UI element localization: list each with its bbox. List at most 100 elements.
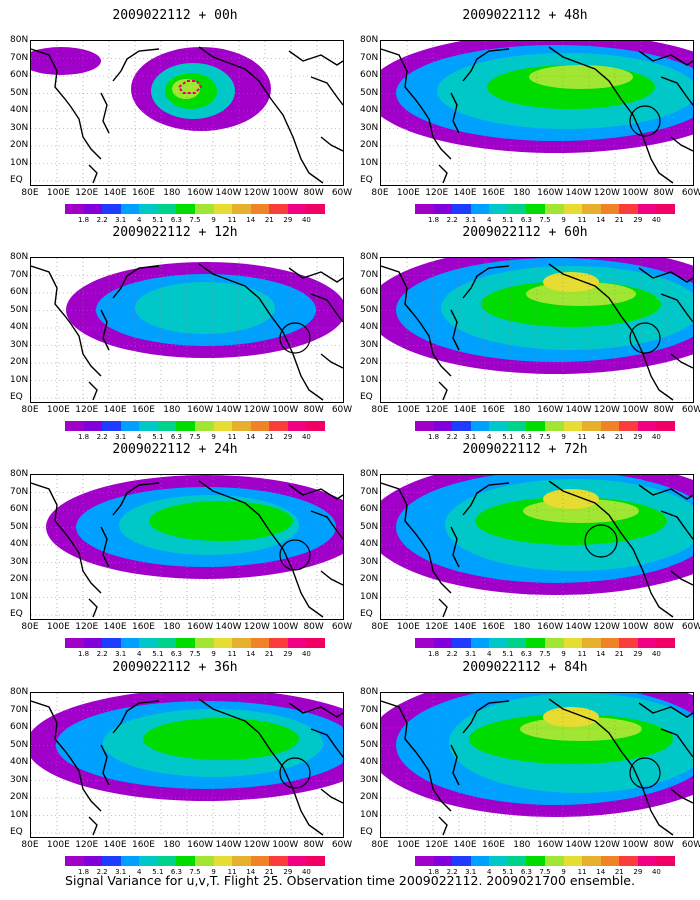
colorbar-label: 6.3 [170,216,182,224]
colorbar-swatch [213,204,233,214]
longitude-label: 160W [187,188,214,198]
colorbar-swatch [157,204,177,214]
longitude-label: 100W [272,405,299,415]
coastline [320,788,343,804]
colorbar-swatch [83,856,103,866]
longitude-label: 120W [593,840,620,850]
colorbar-swatch [139,204,159,214]
longitude-label: 80W [303,840,324,850]
colorbar-swatch [452,856,472,866]
colorbar-swatch [507,421,527,431]
colorbar-swatch [157,421,177,431]
colorbar-swatch [65,638,85,648]
colorbar-label: 7.5 [539,650,551,658]
colorbar-swatch [656,638,675,648]
panel-title: 2009022112 + 72h [462,442,588,457]
colorbar-swatch [120,421,140,431]
longitude-label: 80E [21,622,39,632]
colorbar-label: 11 [227,650,237,658]
longitude-label: 100E [46,188,70,198]
longitude-label: 100E [396,622,420,632]
variance-blob [143,718,299,760]
coastline [670,353,693,369]
colorbar-label: 2.2 [96,650,108,658]
coastline [450,744,460,786]
latitude-label: EQ [10,175,23,185]
colorbar-label: 14 [596,433,606,441]
colorbar-label: 5.1 [502,216,514,224]
longitude-label: 180 [513,405,531,415]
colorbar-label: 4 [487,216,492,224]
colorbar-swatch [656,204,675,214]
longitude-label: 160W [187,840,214,850]
colorbar-swatch [83,638,103,648]
colorbar-swatch [433,421,453,431]
colorbar-swatch [433,638,453,648]
colorbar-label: 7.5 [539,216,551,224]
colorbar-label: 11 [227,216,237,224]
latitude-label: 30N [10,122,29,133]
colorbar-swatch [213,856,233,866]
colorbar-swatch [600,638,620,648]
colorbar-swatch [545,856,565,866]
colorbar-swatch [656,421,675,431]
longitude-label: 80W [303,405,324,415]
coastline [88,164,98,184]
colorbar-swatch [489,638,509,648]
colorbar [415,204,675,214]
colorbar-swatch [415,638,435,648]
longitude-label: 140E [453,622,477,632]
longitude-label: 140E [103,405,127,415]
colorbar-swatch [563,204,583,214]
longitude-label: 180 [163,840,181,850]
coastline [438,164,448,184]
longitude-label: 120W [243,622,270,632]
colorbar-label: 6.3 [520,868,532,876]
target-circle [584,524,618,558]
colorbar-swatch [489,421,509,431]
colorbar-label: 5.1 [502,650,514,658]
latitude-label: 20N [360,574,379,584]
latitude-label: 20N [360,357,379,367]
colorbar-label: 1.8 [427,650,440,658]
longitude-label: 160W [537,840,564,850]
longitude-label: 100W [622,840,649,850]
latitude-label: 10N [360,591,379,602]
colorbar-swatch [306,421,325,431]
coastline [660,728,693,758]
forecast-panel: 2009022112 + 60h 80N 70N 60N 50N 40N 30N 20N 10N… [360,225,700,445]
longitude-label: 160W [187,622,214,632]
colorbar-swatch [470,204,490,214]
coastline [198,480,324,618]
colorbar [65,421,325,431]
colorbar-swatch [619,204,639,214]
latitude-label: 50N [10,521,29,532]
colorbar-swatch [102,638,122,648]
colorbar-swatch [545,204,565,214]
latitude-label: 60N [360,504,379,514]
coastline [288,50,343,66]
variance-map [30,692,344,838]
longitude-label: 60W [331,840,353,850]
colorbar-swatch [637,421,657,431]
longitude-label: 160E [132,622,155,632]
variance-blob [172,79,200,99]
longitude-label: 160E [132,840,155,850]
coastline [100,744,110,786]
colorbar-label: 1.8 [77,433,90,441]
coastline [638,267,693,283]
coastline [548,263,674,401]
target-circle [629,757,661,789]
latitude-label: 10N [360,374,379,385]
colorbar-label: 4 [137,433,142,441]
longitude-label: 140W [565,405,592,415]
coastline [112,48,160,82]
colorbar-label: 5.1 [152,216,164,224]
coastline [112,482,160,516]
latitude-label: 30N [360,339,379,350]
latitude-label: 30N [10,556,29,567]
colorbar-swatch [563,638,583,648]
colorbar-label: 29 [633,433,643,441]
panel-title: 2009022112 + 84h [462,660,588,675]
variance-map [380,692,694,838]
